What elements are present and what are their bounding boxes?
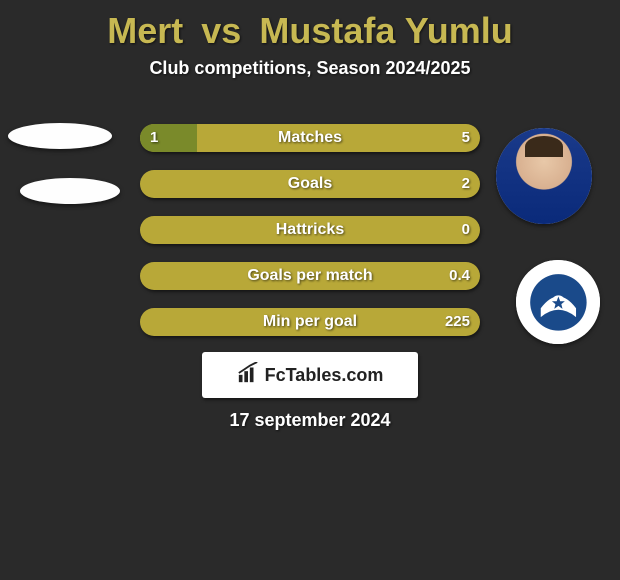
stat-label: Min per goal xyxy=(140,308,480,336)
stat-bar: Goals2 xyxy=(140,170,480,198)
stat-bars-area: 1Matches5 Goals2 Hattricks0 Goals per match… xyxy=(140,124,480,354)
stat-label: Goals xyxy=(140,170,480,198)
stat-bar: 1Matches5 xyxy=(140,124,480,152)
player1-club-avatar xyxy=(20,178,120,204)
player2-name: Mustafa Yumlu xyxy=(259,10,512,51)
player2-club-avatar xyxy=(516,260,600,344)
stat-label: Matches xyxy=(140,124,480,152)
stat-right-value: 0.4 xyxy=(449,262,470,290)
watermark: FcTables.com xyxy=(202,352,418,398)
player1-avatar xyxy=(8,123,112,149)
comparison-title: Mert vs Mustafa Yumlu xyxy=(0,0,620,58)
stat-label: Goals per match xyxy=(140,262,480,290)
stat-label: Hattricks xyxy=(140,216,480,244)
watermark-text: FcTables.com xyxy=(265,365,384,386)
player1-name: Mert xyxy=(107,10,183,51)
player-face-icon xyxy=(496,128,592,224)
vs-word: vs xyxy=(201,10,241,51)
stat-right-value: 5 xyxy=(462,124,470,152)
subtitle: Club competitions, Season 2024/2025 xyxy=(0,58,620,79)
stat-right-value: 225 xyxy=(445,308,470,336)
club-logo-icon xyxy=(516,260,600,344)
date-text: 17 september 2024 xyxy=(0,410,620,431)
stat-right-value: 2 xyxy=(462,170,470,198)
chart-icon xyxy=(237,362,259,389)
stat-bar: Min per goal225 xyxy=(140,308,480,336)
stat-right-value: 0 xyxy=(462,216,470,244)
player2-avatar xyxy=(496,128,592,224)
stat-bar: Goals per match0.4 xyxy=(140,262,480,290)
stat-bar: Hattricks0 xyxy=(140,216,480,244)
